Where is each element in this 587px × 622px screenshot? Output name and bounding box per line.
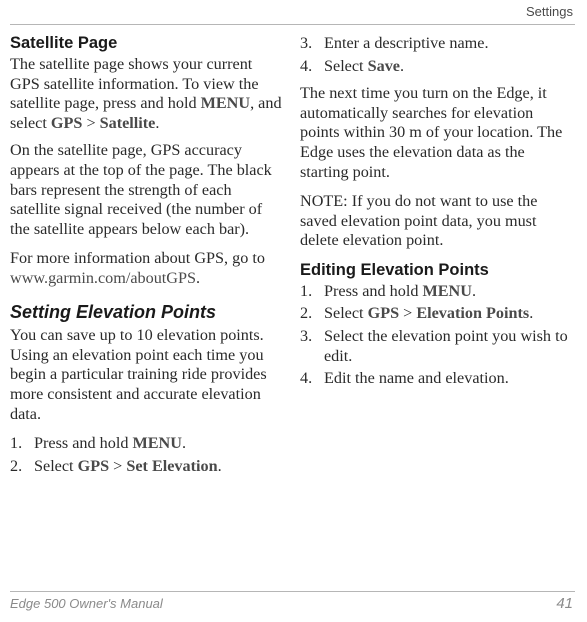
edit-step-1: Press and hold MENU.: [300, 282, 572, 302]
step-4: Select Save.: [300, 57, 572, 77]
edit-step-2: Select GPS > Elevation Points.: [300, 304, 572, 324]
elevation-steps: Press and hold MENU. Select GPS > Set El…: [10, 434, 282, 476]
separator: >: [82, 114, 99, 132]
satellite-accuracy: On the satellite page, GPS accuracy appe…: [10, 141, 282, 239]
text: Select: [34, 457, 78, 475]
text: Press and hold: [34, 434, 132, 452]
heading-setting-elevation: Setting Elevation Points: [10, 302, 282, 324]
set-elevation-key: Set Elevation: [126, 457, 217, 475]
next-time-paragraph: The next time you turn on the Edge, it a…: [300, 84, 572, 182]
page-number: 41: [556, 595, 573, 612]
elevation-intro: You can save up to 10 elevation points. …: [10, 326, 282, 424]
text: For more information about GPS, go to: [10, 249, 265, 267]
right-column: Enter a descriptive name. Select Save. T…: [300, 34, 572, 484]
manual-title: Edge 500 Owner's Manual: [10, 596, 163, 611]
separator: >: [399, 304, 416, 322]
edit-step-3: Select the elevation point you wish to e…: [300, 327, 572, 366]
elevation-steps-cont: Enter a descriptive name. Select Save.: [300, 34, 572, 76]
text: .: [400, 57, 404, 75]
gps-key: GPS: [51, 114, 82, 132]
satellite-key: Satellite: [100, 114, 156, 132]
text: Press and hold: [324, 282, 422, 300]
text: .: [472, 282, 476, 300]
menu-key: MENU: [132, 434, 181, 452]
gps-link-paragraph: For more information about GPS, go to ww…: [10, 249, 282, 288]
note-label: NOTE: [300, 192, 343, 210]
heading-satellite-page: Satellite Page: [10, 34, 282, 54]
about-gps-link[interactable]: www.garmin.com/aboutGPS: [10, 269, 196, 287]
text: Select: [324, 57, 368, 75]
manual-page: Settings Satellite Page The satellite pa…: [0, 0, 587, 622]
text: .: [218, 457, 222, 475]
gps-key: GPS: [368, 304, 399, 322]
header-rule: [10, 24, 575, 25]
page-header: Settings: [10, 4, 573, 30]
editing-steps: Press and hold MENU. Select GPS > Elevat…: [300, 282, 572, 389]
content-columns: Satellite Page The satellite page shows …: [10, 34, 573, 484]
section-label: Settings: [526, 4, 573, 19]
text: .: [196, 269, 200, 287]
left-column: Satellite Page The satellite page shows …: [10, 34, 282, 484]
step-1: Press and hold MENU.: [10, 434, 282, 454]
separator: >: [109, 457, 126, 475]
satellite-intro: The satellite page shows your current GP…: [10, 55, 282, 133]
text: .: [182, 434, 186, 452]
text: Select: [324, 304, 368, 322]
gps-key: GPS: [78, 457, 109, 475]
text: .: [529, 304, 533, 322]
heading-editing-elevation: Editing Elevation Points: [300, 261, 572, 281]
step-3: Enter a descriptive name.: [300, 34, 572, 54]
footer-rule: [10, 591, 575, 592]
menu-key: MENU: [422, 282, 471, 300]
note: NOTE: If you do not want to use the save…: [300, 192, 572, 251]
elevation-points-key: Elevation Points: [416, 304, 529, 322]
text: .: [155, 114, 159, 132]
save-key: Save: [368, 57, 400, 75]
page-footer: Edge 500 Owner's Manual 41: [10, 595, 573, 612]
edit-step-4: Edit the name and elevation.: [300, 369, 572, 389]
menu-key: MENU: [201, 94, 250, 112]
step-2: Select GPS > Set Elevation.: [10, 457, 282, 477]
